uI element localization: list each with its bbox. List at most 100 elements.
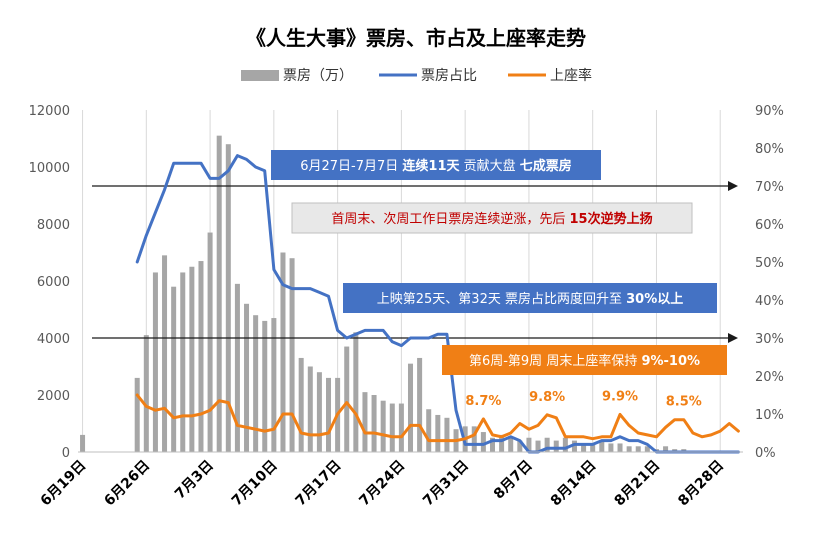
annotation-3-part-0: 第6周-第9周 周末上座率保持 xyxy=(469,353,642,369)
x-tick-label-2: 7月3日 xyxy=(172,458,217,503)
bar-30 xyxy=(353,332,359,452)
y-left-tick-1: 2000 xyxy=(37,389,70,404)
bar-24 xyxy=(298,357,304,452)
y-left-tick-5: 10000 xyxy=(29,161,70,176)
bar-51 xyxy=(544,437,550,452)
bar-38 xyxy=(426,409,432,452)
legend-label-occupancy: 上座率 xyxy=(550,67,592,84)
bar-57 xyxy=(599,440,605,452)
y-left-tick-4: 8000 xyxy=(37,218,70,233)
bar-33 xyxy=(380,400,386,452)
y-right-tick-7: 70% xyxy=(755,180,784,195)
annotation-box-3 xyxy=(442,345,727,375)
bar-48 xyxy=(517,440,523,452)
annotation-3-part-1: 9%-10% xyxy=(641,354,700,369)
y-right-tick-0: 0% xyxy=(755,446,776,461)
bar-32 xyxy=(371,395,377,452)
legend: 票房（万） 票房占比 上座率 xyxy=(241,67,592,84)
bar-37 xyxy=(417,357,423,452)
bar-35 xyxy=(398,403,404,452)
bar-27 xyxy=(326,377,332,452)
annotation-text-0: 6月27日-7月7日 连续11天 贡献大盘 七成票房 xyxy=(300,158,572,174)
y-right-tick-9: 90% xyxy=(755,104,784,119)
annotation-text-2: 上映第25天、第32天 票房占比两度回升至 30%以上 xyxy=(377,291,683,307)
bar-21 xyxy=(271,318,277,452)
annotation-2-part-0: 上映第25天、第32天 票房占比两度回升至 xyxy=(377,291,626,307)
x-tick-label-7: 8月7日 xyxy=(491,458,536,503)
data-label-0: 8.7% xyxy=(465,394,501,409)
bar-39 xyxy=(435,414,441,452)
x-tick-label-6: 7月31日 xyxy=(420,458,472,510)
bar-23 xyxy=(289,258,295,452)
bar-19 xyxy=(253,315,259,452)
y-left-tick-2: 4000 xyxy=(37,332,70,347)
annotation-box-0 xyxy=(271,150,601,180)
bar-22 xyxy=(280,252,286,452)
x-tick-label-1: 6月26日 xyxy=(101,458,153,510)
data-label-1: 9.8% xyxy=(529,390,565,405)
bar-58 xyxy=(608,443,614,452)
x-tick-label-8: 8月14日 xyxy=(548,458,600,510)
bar-60 xyxy=(626,446,632,452)
bar-14 xyxy=(207,232,213,452)
bar-49 xyxy=(526,437,532,452)
bar-7 xyxy=(143,335,149,452)
annotation-0-part-1: 连续11天 xyxy=(402,158,460,174)
y-right-tick-1: 10% xyxy=(755,408,784,423)
bar-44 xyxy=(480,432,486,452)
bar-17 xyxy=(234,283,240,452)
line-occupancy xyxy=(135,393,740,443)
y-left-tick-3: 6000 xyxy=(37,275,70,290)
data-label-3: 8.5% xyxy=(666,395,702,410)
y-right-tick-6: 60% xyxy=(755,218,784,233)
y-left-tick-6: 12000 xyxy=(29,104,70,119)
x-tick-label-9: 8月21日 xyxy=(612,458,664,510)
bar-55 xyxy=(581,443,587,452)
legend-label-share: 票房占比 xyxy=(421,68,477,84)
bar-series-box-office xyxy=(80,135,723,452)
bar-25 xyxy=(307,366,313,452)
bar-18 xyxy=(244,303,250,452)
annotation-text-1: 首周末、次周工作日票房连续逆涨，先后 15次逆势上扬 xyxy=(331,211,652,227)
bar-29 xyxy=(344,346,350,452)
bar-11 xyxy=(180,272,186,452)
bar-50 xyxy=(535,440,541,452)
bar-6 xyxy=(134,377,140,452)
annotation-0-part-3: 七成票房 xyxy=(520,158,572,174)
y-right-tick-2: 20% xyxy=(755,370,784,385)
bar-61 xyxy=(635,446,641,452)
bar-31 xyxy=(362,392,368,452)
bar-34 xyxy=(389,403,395,452)
x-tick-label-3: 7月10日 xyxy=(229,458,281,510)
bar-0 xyxy=(80,434,86,452)
annotation-2-part-1: 30%以上 xyxy=(626,292,683,307)
bar-36 xyxy=(407,363,414,452)
bar-8 xyxy=(152,272,158,452)
bar-12 xyxy=(189,266,195,452)
x-tick-label-10: 8月28日 xyxy=(675,458,727,510)
line-share xyxy=(135,154,740,454)
annotation-1-part-1: 15次逆势上扬 xyxy=(570,211,653,227)
bar-47 xyxy=(508,437,514,452)
bar-20 xyxy=(262,320,268,452)
bar-15 xyxy=(216,135,222,452)
legend-label-box-office: 票房（万） xyxy=(283,68,353,84)
annotation-box-2 xyxy=(343,283,717,313)
y-right-tick-8: 80% xyxy=(755,142,784,157)
x-tick-label-5: 7月24日 xyxy=(356,458,408,510)
legend-swatch-box-office xyxy=(241,70,279,81)
bar-52 xyxy=(553,440,559,452)
bar-53 xyxy=(562,437,568,452)
bar-62 xyxy=(644,446,650,452)
bar-59 xyxy=(617,443,623,452)
y-right-tick-4: 40% xyxy=(755,294,784,309)
annotation-box-1 xyxy=(291,202,693,234)
bar-9 xyxy=(162,255,168,452)
x-tick-label-4: 7月17日 xyxy=(293,458,345,510)
line-series xyxy=(135,154,740,454)
bar-26 xyxy=(316,372,322,452)
bar-56 xyxy=(590,443,596,452)
bar-10 xyxy=(171,286,177,452)
